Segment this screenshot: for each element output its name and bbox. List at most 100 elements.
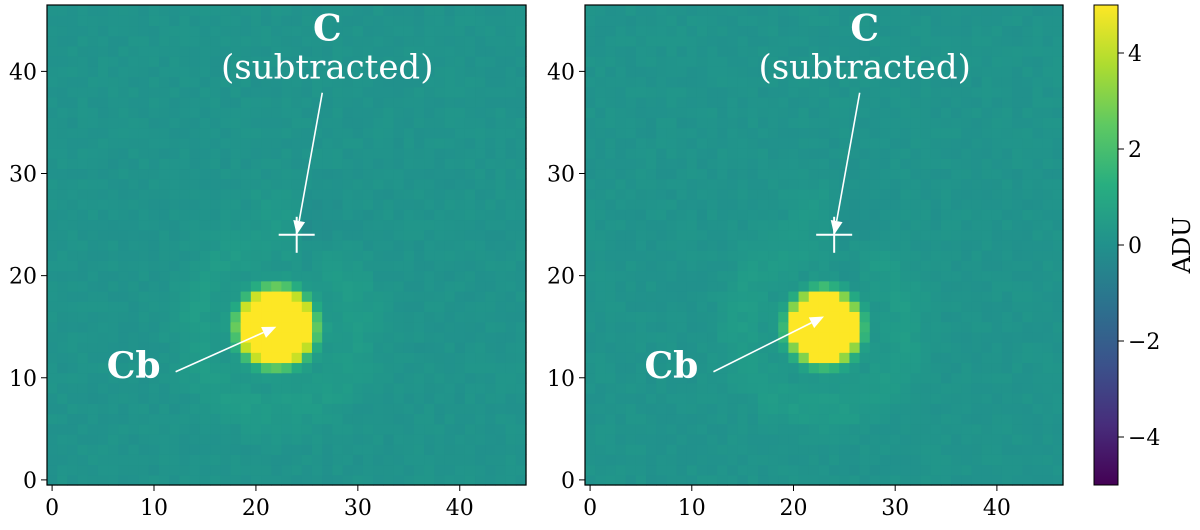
heatmap-cell <box>281 5 293 16</box>
heatmap-cell <box>352 372 364 384</box>
heatmap-cell <box>890 382 901 394</box>
heatmap-cell <box>981 250 993 261</box>
heatmap-cell <box>768 270 779 282</box>
heatmap-cell <box>717 96 728 108</box>
heatmap-cell <box>951 290 962 302</box>
heatmap-cell <box>108 158 119 170</box>
heatmap-cell <box>747 372 759 384</box>
heatmap-cell <box>291 474 303 486</box>
heatmap-cell <box>342 66 354 78</box>
heatmap-cell <box>383 178 395 190</box>
heatmap-cell <box>666 393 678 404</box>
heatmap-cell <box>859 290 871 302</box>
heatmap-cell <box>656 413 667 425</box>
heatmap-cell <box>1012 56 1023 67</box>
heatmap-cell <box>778 76 790 88</box>
heatmap-cell <box>301 301 313 312</box>
heatmap-cell <box>322 423 333 435</box>
heatmap-cell <box>768 393 779 404</box>
heatmap-cell <box>615 219 627 231</box>
heatmap-cell <box>940 209 952 221</box>
heatmap-cell <box>413 321 425 333</box>
heatmap-cell <box>495 137 507 149</box>
heatmap-cell <box>768 209 779 221</box>
heatmap-cell <box>1032 331 1044 343</box>
heatmap-cell <box>666 454 678 466</box>
heatmap-cell <box>413 137 425 149</box>
heatmap-cell <box>727 5 739 16</box>
heatmap-cell <box>281 403 293 415</box>
heatmap-cell <box>281 393 293 404</box>
heatmap-cell <box>991 464 1003 476</box>
heatmap-cell <box>818 137 830 149</box>
heatmap-cell <box>138 219 150 231</box>
heatmap-cell <box>981 362 993 374</box>
heatmap-cell <box>605 15 617 27</box>
heatmap-cell <box>951 96 962 108</box>
heatmap-cell <box>910 35 922 47</box>
heatmap-cell <box>656 331 667 343</box>
heatmap-cell <box>210 137 221 149</box>
heatmap-cell <box>707 413 718 425</box>
heatmap-cell <box>686 209 698 221</box>
heatmap-cell <box>261 96 272 108</box>
heatmap-cell <box>271 352 283 364</box>
heatmap-cell <box>271 219 283 231</box>
heatmap-cell <box>179 342 191 353</box>
heatmap-cell <box>362 464 374 476</box>
heatmap-cell <box>778 444 790 455</box>
heatmap-cell <box>707 188 718 200</box>
heatmap-cell <box>148 199 160 210</box>
heatmap-cell <box>646 239 657 251</box>
heatmap-cell <box>57 454 68 466</box>
heatmap-cell <box>1042 209 1054 221</box>
heatmap-cell <box>656 393 667 404</box>
heatmap-cell <box>362 413 374 425</box>
heatmap-cell <box>747 66 759 78</box>
heatmap-cell <box>67 260 79 272</box>
heatmap-cell <box>768 321 779 333</box>
heatmap-cell <box>311 444 323 455</box>
heatmap-cell <box>108 474 119 486</box>
heatmap-cell <box>879 158 891 170</box>
heatmap-cell <box>220 56 232 67</box>
heatmap-cell <box>373 362 384 374</box>
heatmap-cell <box>138 372 150 384</box>
heatmap-cell <box>413 270 425 282</box>
heatmap-cell <box>818 444 830 455</box>
heatmap-cell <box>900 280 912 292</box>
heatmap-cell <box>747 393 759 404</box>
heatmap-cell <box>991 137 1003 149</box>
heatmap-cell <box>900 117 912 129</box>
heatmap-cell <box>717 403 728 415</box>
heatmap-cell <box>859 117 871 129</box>
heatmap-cell <box>57 311 68 323</box>
heatmap-cell <box>686 474 698 486</box>
heatmap-cell <box>148 76 160 88</box>
heatmap-cell <box>595 15 606 27</box>
heatmap-cell <box>788 280 800 292</box>
heatmap-cell <box>940 464 952 476</box>
heatmap-cell <box>930 444 942 455</box>
heatmap-cell <box>879 331 891 343</box>
heatmap-cell <box>352 188 364 200</box>
heatmap-cell <box>768 25 779 37</box>
heatmap-cell <box>250 239 262 251</box>
heatmap-cell <box>1012 168 1023 180</box>
heatmap-cell <box>179 239 191 251</box>
heatmap-cell <box>1012 270 1023 282</box>
heatmap-cell <box>332 301 344 312</box>
heatmap-cell <box>686 362 698 374</box>
heatmap-cell <box>475 15 486 27</box>
heatmap-cell <box>464 280 476 292</box>
heatmap-cell <box>291 25 303 37</box>
heatmap-cell <box>757 76 769 88</box>
heatmap-cell <box>230 403 242 415</box>
heatmap-cell <box>1001 290 1013 302</box>
heatmap-cell <box>686 127 698 139</box>
heatmap-cell <box>332 35 344 47</box>
heatmap-cell <box>271 331 283 343</box>
heatmap-cell <box>47 147 58 159</box>
heatmap-cell <box>118 444 130 455</box>
heatmap-cell <box>707 311 718 323</box>
